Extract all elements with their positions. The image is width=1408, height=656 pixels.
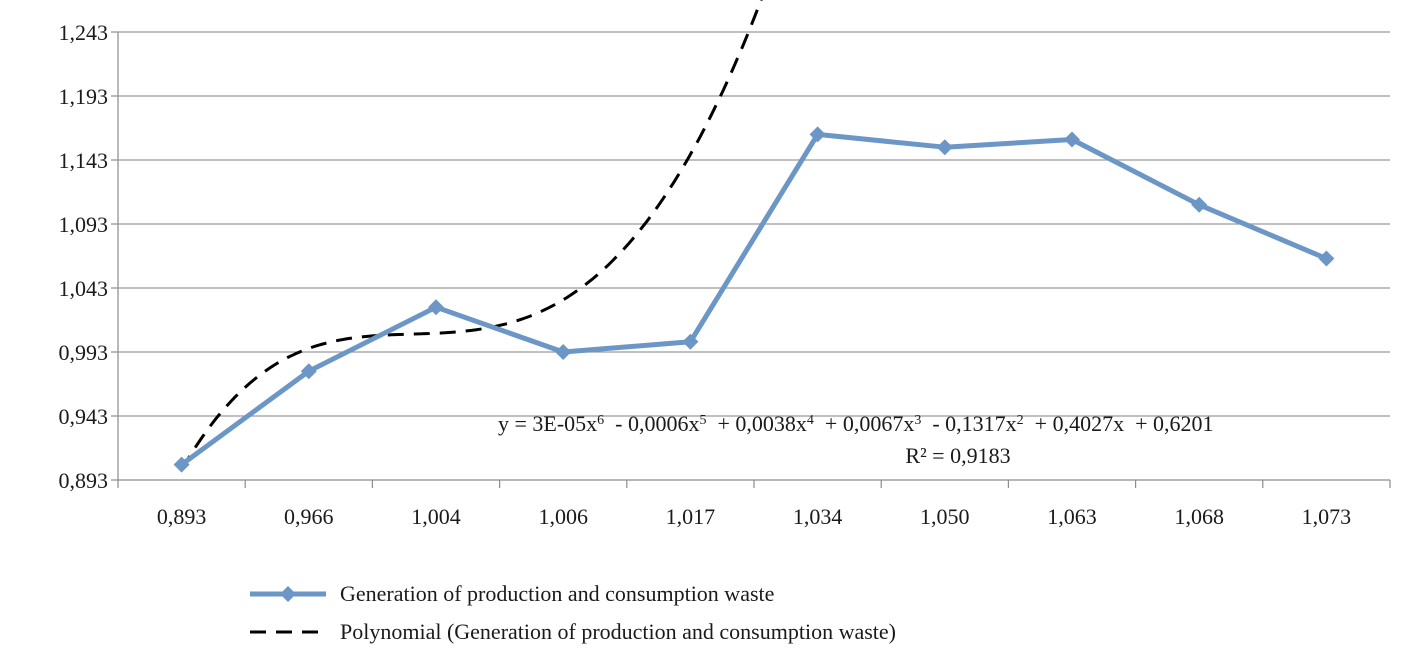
data-point-marker bbox=[809, 126, 826, 143]
x-axis-ticks: 0,893 0,966 1,004 1,006 1,017 1,034 1,050 1,063… bbox=[117, 480, 1391, 529]
gridlines bbox=[118, 31, 1390, 481]
legend-trendline-label: Polynomial (Generation of production and… bbox=[340, 619, 896, 644]
data-point-marker bbox=[173, 456, 190, 473]
legend: Generation of production and consumption… bbox=[250, 581, 896, 644]
y-tick-label: 0,993 bbox=[59, 340, 109, 365]
series-line bbox=[180, 131, 1328, 467]
x-tick-label: 0,966 bbox=[284, 504, 334, 529]
data-point-marker bbox=[555, 344, 572, 360]
data-point-marker bbox=[936, 139, 953, 156]
x-tick-label: 0,893 bbox=[157, 504, 207, 529]
trendline-equation: y = 3E-05x6 - 0,0006x5 + 0,0038x4 + 0,00… bbox=[498, 411, 1214, 436]
y-tick-label: 1,043 bbox=[59, 276, 109, 301]
data-point-marker bbox=[300, 363, 317, 380]
y-tick-label: 1,143 bbox=[59, 148, 109, 173]
x-tick-label: 1,034 bbox=[793, 504, 843, 529]
y-tick-label: 0,943 bbox=[59, 404, 109, 429]
data-point-marker bbox=[428, 299, 444, 316]
series-markers bbox=[173, 126, 1335, 473]
x-tick-label: 1,063 bbox=[1047, 504, 1097, 529]
data-point-marker bbox=[1191, 196, 1208, 213]
x-tick-label: 1,004 bbox=[411, 504, 461, 529]
data-point-marker bbox=[682, 333, 699, 350]
y-tick-label: 0,893 bbox=[59, 468, 109, 493]
y-tick-label: 1,243 bbox=[59, 20, 109, 45]
y-tick-label: 1,193 bbox=[59, 84, 109, 109]
y-axis-ticks: 0,893 0,943 0,993 1,043 1,093 1,143 1,193 1,243 bbox=[59, 20, 118, 493]
x-tick-label: 1,073 bbox=[1302, 504, 1352, 529]
trendline-r-squared: R² = 0,9183 bbox=[905, 443, 1010, 468]
polynomial-trendline bbox=[180, 0, 763, 471]
x-tick-label: 1,068 bbox=[1174, 504, 1224, 529]
data-point-marker bbox=[1064, 131, 1080, 148]
x-tick-label: 1,017 bbox=[666, 504, 716, 529]
legend-series-label: Generation of production and consumption… bbox=[340, 581, 774, 606]
data-point-marker bbox=[1318, 250, 1335, 267]
y-tick-label: 1,093 bbox=[59, 212, 109, 237]
legend-series-marker bbox=[280, 586, 296, 602]
x-tick-label: 1,006 bbox=[538, 504, 588, 529]
x-tick-label: 1,050 bbox=[920, 504, 970, 529]
